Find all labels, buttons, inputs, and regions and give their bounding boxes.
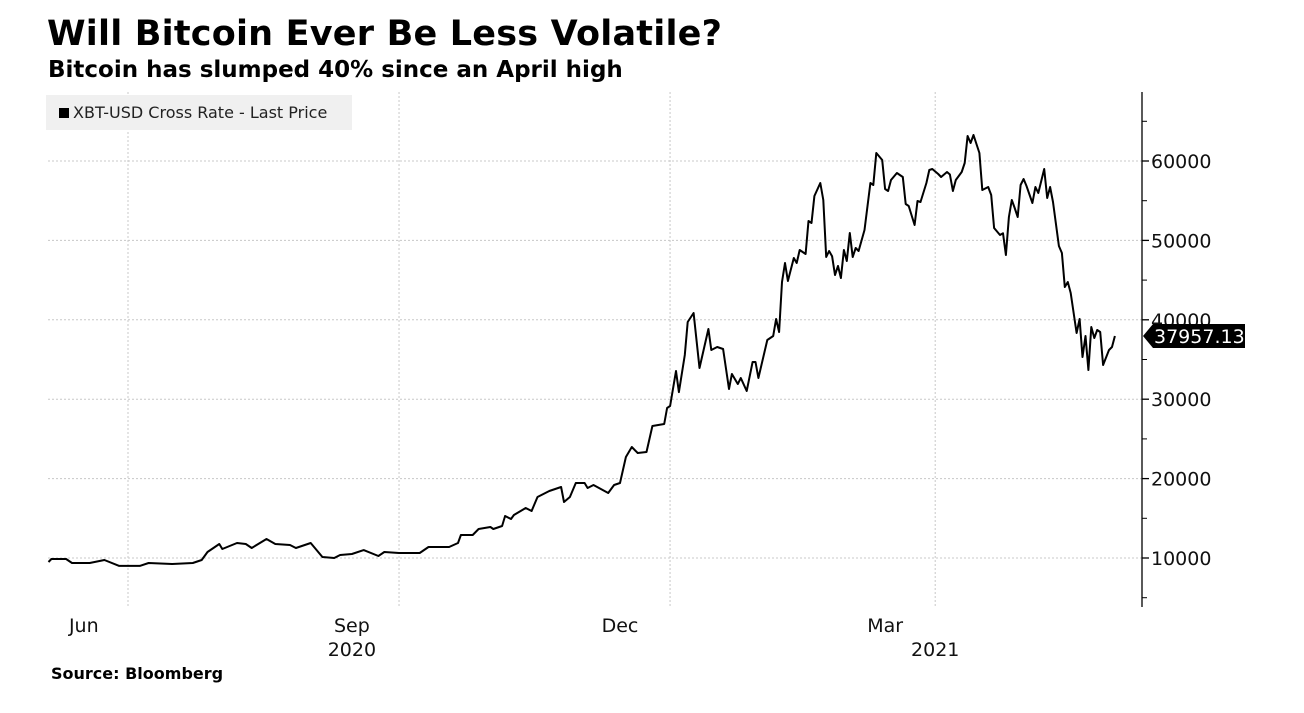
y-tick-label: 10000 [1151,548,1211,570]
x-tick-label: Mar [867,615,903,637]
legend-swatch [59,107,69,118]
y-tick-label: 30000 [1151,389,1211,411]
chart-title: Will Bitcoin Ever Be Less Volatile? [47,14,723,54]
y-tick-label: 60000 [1151,151,1211,173]
x-tick-label: Sep [334,615,370,637]
price-line [47,134,1116,567]
y-tick-label: 20000 [1151,469,1211,491]
x-tick-label: Jun [68,615,99,637]
last-price-tag [1143,324,1245,349]
x-year-label: 2020 [328,639,376,661]
chart-subtitle: Bitcoin has slumped 40% since an April h… [48,57,623,83]
legend: XBT-USD Cross Rate - Last Price [46,95,352,130]
last-price-label: 37957.13 [1154,326,1245,348]
x-year-label: 2021 [911,639,959,661]
source-note: Source: Bloomberg [51,664,224,683]
y-tick-label: 50000 [1151,230,1211,252]
legend-label: XBT-USD Cross Rate - Last Price [73,103,328,122]
x-tick-label: Dec [602,615,639,637]
